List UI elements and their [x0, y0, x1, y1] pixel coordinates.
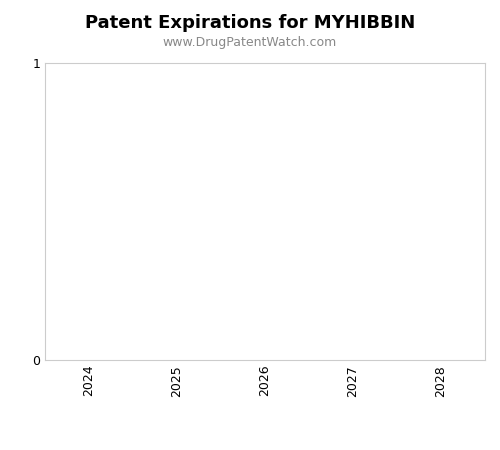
Text: Patent Expirations for MYHIBBIN: Patent Expirations for MYHIBBIN	[85, 14, 415, 32]
Text: www.DrugPatentWatch.com: www.DrugPatentWatch.com	[163, 36, 337, 49]
